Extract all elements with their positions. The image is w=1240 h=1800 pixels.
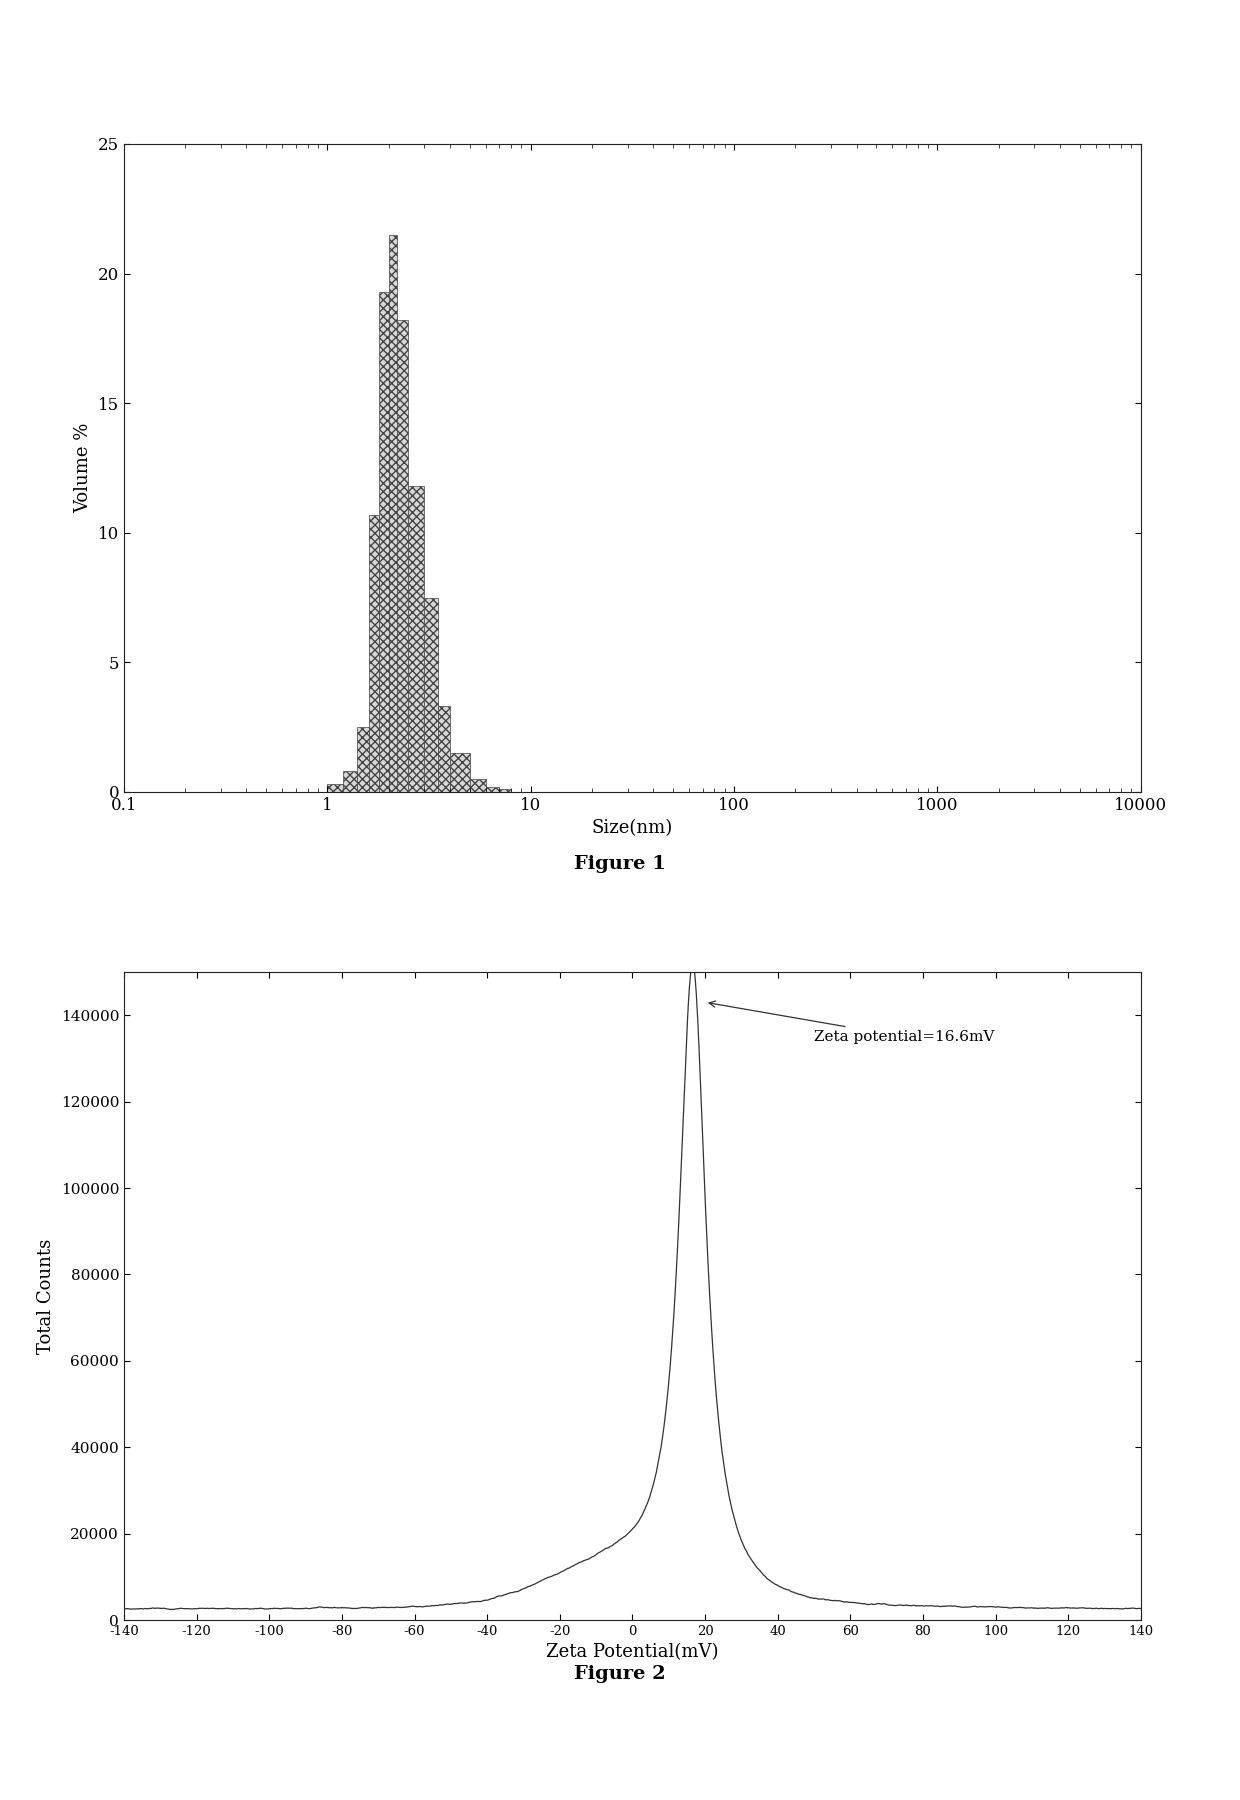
Bar bbox=[450, 752, 470, 792]
Bar bbox=[327, 785, 343, 792]
Text: Figure 1: Figure 1 bbox=[574, 855, 666, 873]
Bar bbox=[500, 790, 511, 792]
Bar bbox=[486, 787, 500, 792]
X-axis label: Size(nm): Size(nm) bbox=[591, 819, 673, 837]
Text: Zeta potential=16.6mV: Zeta potential=16.6mV bbox=[709, 1001, 994, 1044]
X-axis label: Zeta Potential(mV): Zeta Potential(mV) bbox=[546, 1643, 719, 1661]
Bar bbox=[408, 486, 424, 792]
Bar bbox=[343, 770, 357, 792]
Text: Figure 2: Figure 2 bbox=[574, 1665, 666, 1683]
Bar bbox=[438, 706, 450, 792]
Bar bbox=[388, 234, 397, 792]
Bar bbox=[470, 779, 486, 792]
Y-axis label: Total Counts: Total Counts bbox=[37, 1238, 55, 1354]
Bar bbox=[397, 320, 408, 792]
Y-axis label: Volume %: Volume % bbox=[74, 423, 92, 513]
Bar bbox=[424, 598, 438, 792]
Bar bbox=[379, 292, 388, 792]
Bar bbox=[357, 727, 368, 792]
Bar bbox=[368, 515, 379, 792]
